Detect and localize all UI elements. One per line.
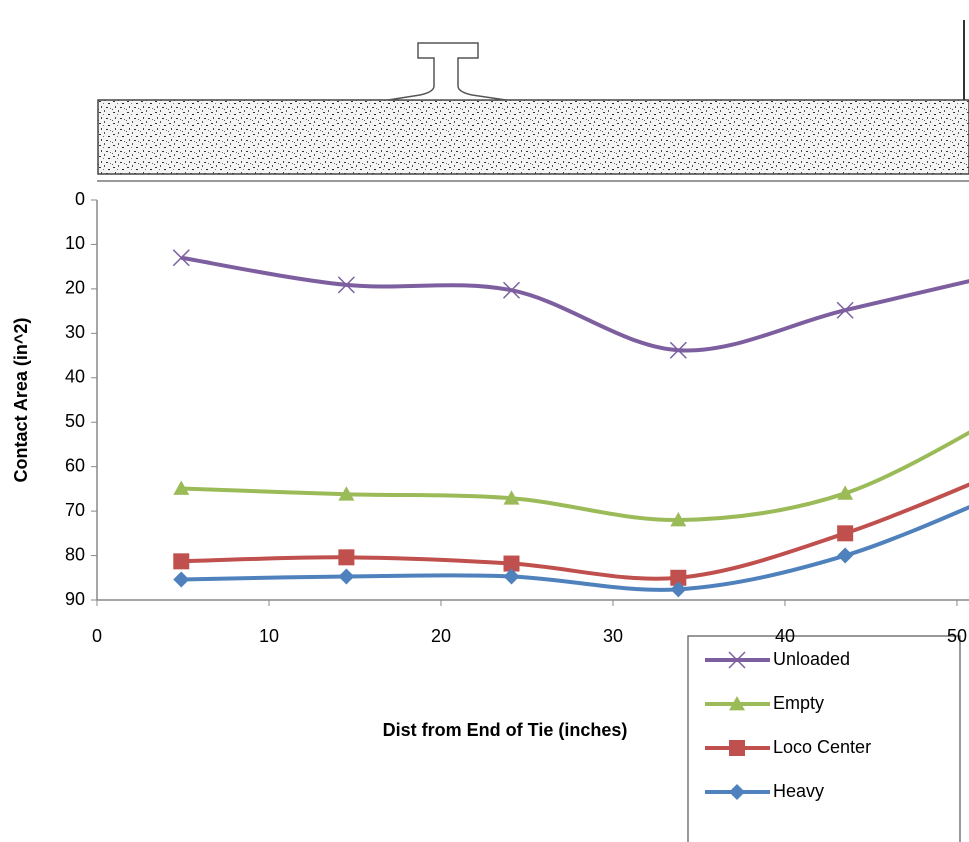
marker (729, 784, 745, 800)
y-tick-label: 40 (65, 367, 85, 387)
marker (173, 553, 190, 570)
marker (837, 525, 854, 542)
marker (837, 547, 854, 564)
x-axis-title: Dist from End of Tie (inches) (383, 720, 628, 740)
marker (173, 480, 190, 495)
y-tick-label: 80 (65, 544, 85, 564)
legend-label: Heavy (773, 781, 824, 801)
marker (338, 486, 355, 501)
x-tick-label: 30 (603, 626, 623, 646)
marker (502, 281, 521, 299)
y-tick-label: 30 (65, 322, 85, 342)
marker (503, 490, 520, 505)
marker (728, 651, 746, 669)
x-tick-label: 10 (259, 626, 279, 646)
marker (338, 549, 355, 566)
y-tick-label: 50 (65, 411, 85, 431)
x-tick-label: 20 (431, 626, 451, 646)
series-line (180, 255, 969, 353)
y-axis-title: Contact Area (in^2) (11, 318, 31, 483)
marker (670, 569, 687, 586)
plot-area (172, 249, 969, 598)
y-tick-label: 90 (65, 589, 85, 609)
marker (836, 301, 854, 319)
marker (503, 555, 520, 572)
legend-label: Empty (773, 693, 824, 713)
y-tick-label: 0 (75, 189, 85, 209)
series-line (181, 482, 969, 581)
y-tick-label: 60 (65, 455, 85, 475)
marker (729, 696, 745, 711)
legend-label: Loco Center (773, 737, 871, 757)
legend-label: Unloaded (773, 649, 850, 669)
marker (338, 568, 355, 585)
x-tick-label: 50 (947, 626, 967, 646)
marker (837, 485, 854, 500)
y-tick-label: 10 (65, 233, 85, 253)
tie-illustration (97, 20, 969, 182)
marker (670, 512, 687, 527)
series-line (181, 505, 969, 592)
y-tick-label: 20 (65, 278, 85, 298)
series-line (181, 430, 969, 523)
marker (503, 568, 520, 585)
legend (687, 635, 961, 842)
x-tick-label: 40 (775, 626, 795, 646)
y-tick-label: 70 (65, 500, 85, 520)
marker (669, 341, 687, 359)
marker (670, 581, 687, 598)
marker (173, 571, 190, 588)
x-tick-label: 0 (92, 626, 102, 646)
marker (729, 740, 745, 756)
marker (172, 249, 190, 267)
marker (337, 276, 355, 294)
